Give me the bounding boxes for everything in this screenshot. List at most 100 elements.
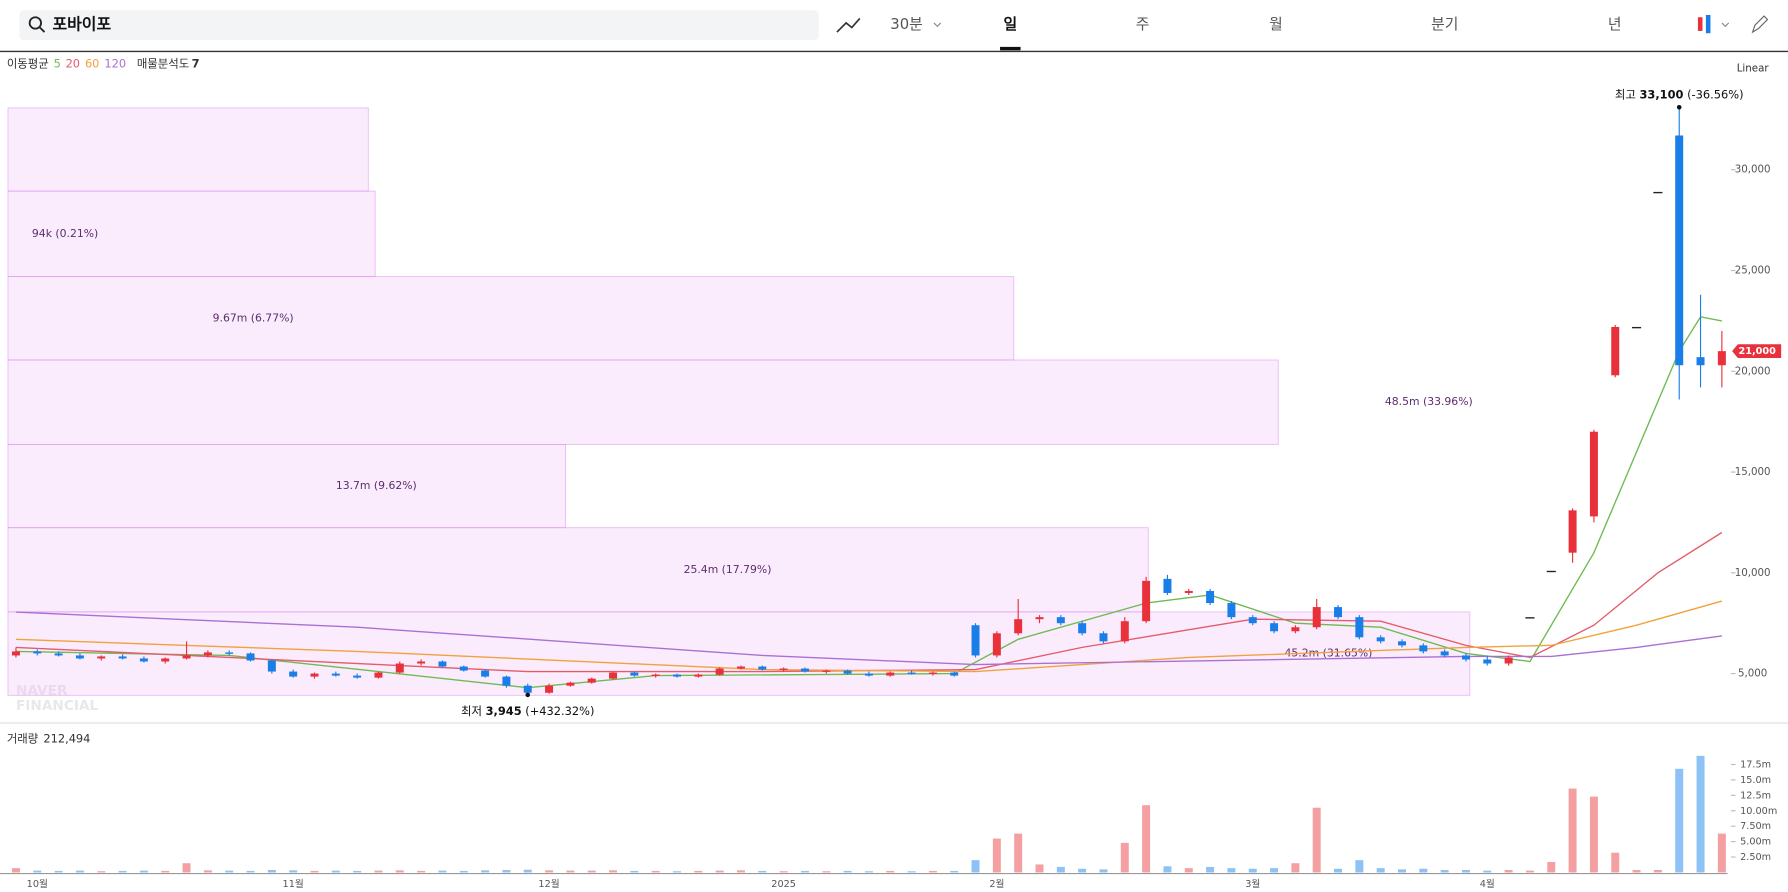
candle-body xyxy=(97,656,106,659)
volume-bar xyxy=(673,871,681,873)
volume-bar xyxy=(246,870,255,873)
y-tick-label: 25,000 xyxy=(1735,265,1771,277)
volume-profile-label: 94k (0.21%) xyxy=(32,227,98,240)
y-tick-label: 12.5m xyxy=(1740,790,1771,801)
volume-bar xyxy=(1547,861,1556,873)
period-tab[interactable]: 분기 xyxy=(1431,16,1458,33)
candle-body xyxy=(1376,637,1385,642)
candle-body xyxy=(886,672,895,676)
x-tick-label: 10월 xyxy=(27,878,48,890)
scale-toggle[interactable]: Linear xyxy=(1737,63,1770,75)
volume-bar xyxy=(950,870,959,873)
candle-body xyxy=(1483,659,1492,664)
period-tab[interactable]: 년 xyxy=(1608,16,1622,33)
candle-body xyxy=(800,668,809,672)
volume-bar xyxy=(481,870,490,873)
period-tab[interactable]: 주 xyxy=(1136,16,1150,33)
volume-bar xyxy=(587,870,596,873)
candle-body xyxy=(694,674,703,677)
candle-body xyxy=(1248,617,1257,624)
extreme-marker xyxy=(525,692,531,698)
volume-bar xyxy=(1099,869,1108,873)
period-tab[interactable]: 월 xyxy=(1269,16,1283,33)
candle-body xyxy=(395,663,404,673)
volume-bar xyxy=(161,870,170,873)
chart-type-icon[interactable] xyxy=(1697,17,1703,31)
candle-body xyxy=(182,655,191,659)
candle-body xyxy=(843,670,852,674)
candle-body xyxy=(822,670,831,672)
indicator-button[interactable] xyxy=(836,17,861,33)
candle-body xyxy=(374,672,383,678)
candle-body xyxy=(758,666,767,670)
extreme-label: 최저 3,945 (+432.32%) xyxy=(461,703,594,717)
candle-body xyxy=(1525,617,1535,619)
volume-profile-box xyxy=(7,359,1279,445)
candle-body xyxy=(118,656,127,659)
candle-body xyxy=(267,660,276,672)
candle-body xyxy=(161,658,170,662)
volume-bar xyxy=(33,870,42,873)
ma-legend-item: 20 xyxy=(66,56,80,70)
x-tick-label: 11월 xyxy=(283,878,304,890)
volume-bar xyxy=(11,868,20,873)
y-tick-label: 5.00m xyxy=(1740,837,1771,848)
volume-bar xyxy=(630,870,639,873)
candle-body xyxy=(1546,570,1556,573)
volume-bar xyxy=(822,871,831,873)
moving-average-line xyxy=(15,611,1722,666)
candle-body xyxy=(992,633,1001,656)
period-tab[interactable]: 일 xyxy=(1003,16,1017,33)
current-price-tag xyxy=(1732,344,1782,358)
active-tab-underline xyxy=(1000,46,1021,51)
candle-body xyxy=(1632,326,1642,329)
candle-body xyxy=(673,674,681,677)
candle-body xyxy=(715,668,724,675)
y-tick-label: 5,000 xyxy=(1738,668,1767,680)
volume-bar xyxy=(1483,870,1492,873)
volume-bar xyxy=(1248,868,1257,873)
candle-body xyxy=(225,652,234,654)
volume-bar xyxy=(1461,870,1470,873)
volume-bar xyxy=(289,870,298,873)
volume-bar xyxy=(374,870,383,873)
volume-bar xyxy=(715,870,724,873)
volume-bar xyxy=(886,870,895,873)
candle-body xyxy=(54,653,63,656)
dropdown-arrow xyxy=(1721,22,1730,28)
search-box[interactable] xyxy=(19,10,819,41)
candle-body xyxy=(1078,623,1087,634)
volume-bar xyxy=(1589,796,1598,873)
volume-bar xyxy=(1376,868,1385,873)
extreme-label-part: 3,945 xyxy=(486,703,522,717)
volume-bar xyxy=(502,870,511,873)
candle-body xyxy=(1014,619,1023,634)
interval-select[interactable]: 30분 xyxy=(890,16,922,33)
volume-bar xyxy=(97,871,106,873)
volume-bar xyxy=(1270,868,1279,873)
volume-bar xyxy=(1078,868,1087,873)
volume-bar xyxy=(1398,869,1406,873)
volume-bar xyxy=(779,871,788,873)
y-tick-label: 15.0m xyxy=(1740,775,1771,786)
candle-body xyxy=(502,676,511,686)
chart-type-icon[interactable] xyxy=(1705,14,1711,34)
candle-body xyxy=(1611,326,1620,376)
volume-bar xyxy=(1355,860,1364,873)
volume-bar xyxy=(1184,868,1193,873)
volume-bar xyxy=(54,870,63,873)
draw-button[interactable] xyxy=(1751,15,1769,34)
volume-bar xyxy=(1696,755,1705,873)
search-query[interactable]: 포바이포 xyxy=(52,15,111,34)
volume-profile-label: 48.5m (33.96%) xyxy=(1385,395,1473,408)
candle-body xyxy=(1440,651,1449,656)
volume-bar xyxy=(267,870,276,873)
volume-bar xyxy=(310,870,319,873)
candle-body xyxy=(203,652,212,656)
volume-bar xyxy=(438,870,447,873)
x-tick-label: 12월 xyxy=(538,878,559,890)
volume-bar xyxy=(1717,833,1726,873)
candle-body xyxy=(481,670,490,677)
volume-bar xyxy=(118,870,127,873)
